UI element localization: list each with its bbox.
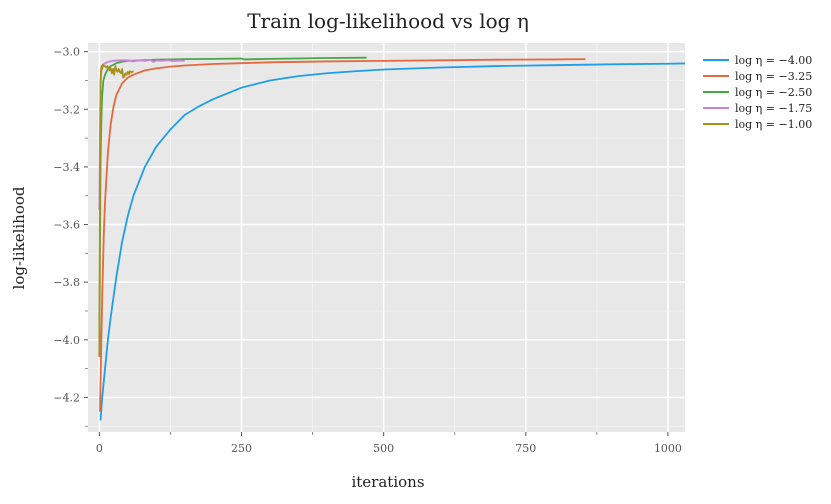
y-tick-label: −3.0 <box>53 46 80 59</box>
x-tick-label: 0 <box>96 442 103 455</box>
series-line-1 <box>99 58 586 412</box>
series-line-4 <box>98 63 134 358</box>
legend-entry-label: log η = −1.00 <box>735 118 812 131</box>
y-tick-label: −4.2 <box>53 391 80 404</box>
series-line-0 <box>99 62 685 421</box>
series-line-2 <box>98 56 367 355</box>
grid-lines <box>88 43 685 432</box>
y-axis-label: log-likelihood <box>10 186 28 289</box>
y-tick-label: −3.8 <box>53 276 80 289</box>
chart-title: Train log-likelihood vs log η <box>247 9 529 33</box>
series-lines <box>98 56 685 421</box>
legend-entry-label: log η = −1.75 <box>735 102 812 115</box>
x-tick-label: 250 <box>231 442 252 455</box>
legend-entry-label: log η = −4.00 <box>735 54 812 67</box>
x-tick-label: 1000 <box>654 442 682 455</box>
legend-entry-label: log η = −3.25 <box>735 70 812 83</box>
x-axis-label: iterations <box>351 473 424 491</box>
y-tick-label: −4.0 <box>53 334 80 347</box>
x-tick-label: 500 <box>373 442 394 455</box>
axis-ticks: 0 250 500 750 1000 −4.2 −4.0 −3.8 −3.6 −3.4 −3.2 −3… <box>53 46 682 455</box>
y-tick-label: −3.2 <box>53 103 80 116</box>
y-tick-label: −3.4 <box>53 161 80 174</box>
x-tick-label: 750 <box>515 442 536 455</box>
legend-entry-label: log η = −2.50 <box>735 86 812 99</box>
plot-area <box>88 43 685 432</box>
y-tick-label: −3.6 <box>53 219 80 232</box>
legend: log η = −4.00 log η = −3.25 log η = −2.50 l… <box>703 54 812 131</box>
